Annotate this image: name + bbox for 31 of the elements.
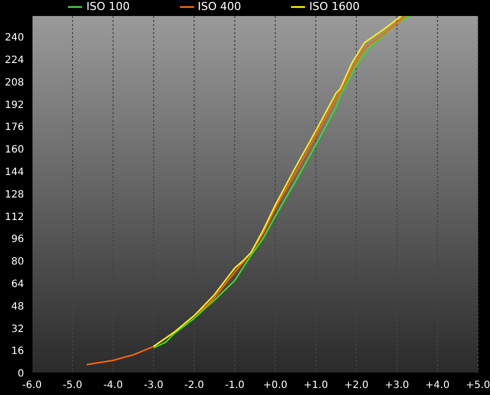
y-tick-label: 208 (4, 77, 24, 88)
y-tick-label: 32 (11, 324, 24, 335)
y-tick-label: 192 (4, 100, 24, 111)
y-tick-label: 64 (11, 278, 24, 290)
legend-label: ISO 100 (86, 0, 130, 14)
y-tick-label: 160 (4, 144, 24, 156)
legend-label: ISO 1600 (309, 0, 360, 14)
y-tick-label: 176 (4, 122, 24, 134)
x-tick-label: +1.0 (304, 380, 328, 392)
legend-label: ISO 400 (198, 0, 242, 14)
x-tick-label: -4.0 (103, 380, 123, 392)
y-tick-label: 112 (4, 212, 24, 223)
y-tick-label: 128 (4, 189, 24, 200)
x-tick-label: +0.0 (263, 380, 288, 392)
x-tick-label: -3.0 (144, 380, 164, 392)
y-tick-label: 16 (11, 346, 24, 358)
x-tick-label: -6.0 (22, 380, 42, 392)
x-tick-label: -2.0 (184, 380, 204, 392)
y-tick-label: 240 (4, 32, 24, 44)
y-tick-label: 48 (11, 301, 24, 312)
x-tick-label: +2.0 (344, 380, 369, 392)
x-tick-label: +5.0 (466, 380, 490, 392)
y-tick-label: 0 (18, 368, 24, 380)
x-tick-label: +4.0 (425, 380, 450, 392)
y-tick-label: 144 (4, 166, 24, 178)
x-tick-label: -1.0 (224, 380, 244, 392)
x-tick-label: -5.0 (62, 380, 82, 392)
y-tick-label: 80 (11, 256, 24, 268)
y-tick-label: 224 (4, 54, 24, 66)
x-tick-label: +3.0 (384, 380, 410, 392)
y-tick-label: 96 (11, 234, 24, 246)
